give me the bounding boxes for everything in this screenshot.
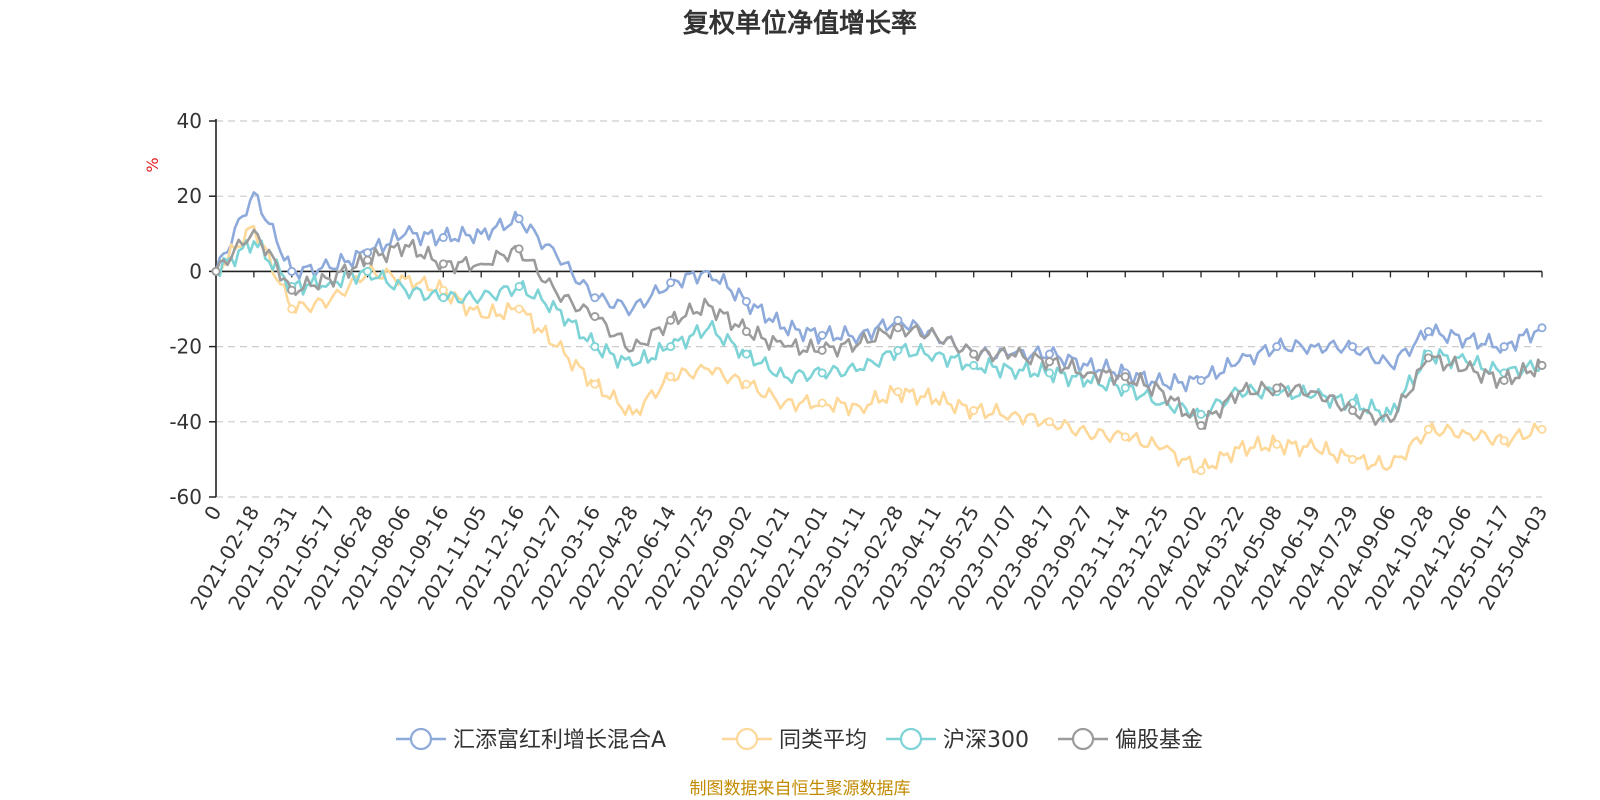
data-source-note: 制图数据来自恒生聚源数据库 xyxy=(690,779,911,799)
data-point xyxy=(893,345,903,355)
data-point xyxy=(514,304,524,314)
data-point xyxy=(287,266,297,276)
series-3 xyxy=(211,228,1547,431)
data-point xyxy=(1196,466,1206,476)
data-point xyxy=(438,233,448,243)
data-point xyxy=(438,293,448,303)
data-point xyxy=(1196,421,1206,431)
data-point xyxy=(1423,424,1433,434)
legend-label: 沪深300 xyxy=(943,728,1029,753)
data-point xyxy=(1044,357,1054,367)
data-point xyxy=(590,312,600,322)
data-point xyxy=(969,349,979,359)
data-point xyxy=(514,214,524,224)
data-point xyxy=(1348,406,1358,416)
data-point xyxy=(363,266,373,276)
data-point xyxy=(741,296,751,306)
data-point xyxy=(211,266,221,276)
data-point xyxy=(287,304,297,314)
legend-item[interactable]: 同类平均 xyxy=(722,727,867,753)
data-point xyxy=(1120,432,1130,442)
chart-title: 复权单位净值增长率 xyxy=(683,8,917,39)
data-point xyxy=(514,244,524,254)
series-line xyxy=(214,191,1543,393)
data-point xyxy=(1423,353,1433,363)
data-point xyxy=(1272,439,1282,449)
legend-swatch-marker xyxy=(735,727,759,751)
data-point xyxy=(666,315,676,325)
series-0 xyxy=(211,191,1547,393)
y-tick-label: -60 xyxy=(169,485,202,509)
data-point xyxy=(1272,342,1282,352)
data-point xyxy=(666,278,676,288)
data-point xyxy=(1348,342,1358,352)
legend-swatch-marker xyxy=(899,727,923,751)
legend-label: 偏股基金 xyxy=(1115,728,1203,753)
data-point xyxy=(969,360,979,370)
legend-item[interactable]: 汇添富红利增长混合A xyxy=(396,727,666,753)
data-point xyxy=(438,259,448,269)
data-point xyxy=(1044,349,1054,359)
series-lines xyxy=(211,191,1547,476)
data-point xyxy=(893,387,903,397)
data-point xyxy=(1348,454,1358,464)
data-point xyxy=(666,342,676,352)
data-point xyxy=(1499,375,1509,385)
y-tick-label: 0 xyxy=(189,259,202,283)
legend-item[interactable]: 偏股基金 xyxy=(1058,727,1203,753)
legend-item[interactable]: 沪深300 xyxy=(886,727,1029,753)
data-point xyxy=(1537,323,1547,333)
data-point xyxy=(1044,368,1054,378)
data-point xyxy=(1272,383,1282,393)
data-point xyxy=(1537,360,1547,370)
data-point xyxy=(741,349,751,359)
data-point xyxy=(969,406,979,416)
data-point xyxy=(590,379,600,389)
series-line xyxy=(215,225,1543,474)
data-point xyxy=(363,255,373,265)
data-point xyxy=(1499,436,1509,446)
y-axis-unit: % xyxy=(143,157,162,172)
data-point xyxy=(893,315,903,325)
data-point xyxy=(1423,327,1433,337)
data-point xyxy=(817,368,827,378)
data-point xyxy=(817,345,827,355)
x-tick-label: 0 xyxy=(199,502,226,525)
series-line xyxy=(214,228,1544,430)
data-point xyxy=(666,372,676,382)
y-tick-label: -40 xyxy=(169,410,202,434)
data-point xyxy=(1537,424,1547,434)
data-point xyxy=(287,285,297,295)
y-tick-label: -20 xyxy=(169,335,202,359)
data-point xyxy=(817,330,827,340)
data-point xyxy=(1499,342,1509,352)
grid-lines xyxy=(216,120,1542,498)
data-point xyxy=(1196,409,1206,419)
y-tick-label: 20 xyxy=(177,184,202,208)
series-line xyxy=(215,239,1544,423)
data-point xyxy=(741,379,751,389)
data-point xyxy=(438,285,448,295)
data-point xyxy=(1120,372,1130,382)
data-point xyxy=(1196,375,1206,385)
series-1 xyxy=(211,225,1547,476)
data-point xyxy=(590,293,600,303)
data-point xyxy=(514,281,524,291)
data-point xyxy=(817,398,827,408)
data-point xyxy=(363,248,373,258)
legend: 汇添富红利增长混合A 同类平均 沪深300 偏股基金 xyxy=(396,727,1203,753)
legend-label: 汇添富红利增长混合A xyxy=(453,728,666,753)
legend-swatch-marker xyxy=(1071,727,1095,751)
legend-label: 同类平均 xyxy=(779,728,867,753)
data-point xyxy=(590,342,600,352)
data-point xyxy=(893,323,903,333)
data-point xyxy=(1044,417,1054,427)
axes: -60-40-200204002021-02-182021-03-312021-… xyxy=(169,109,1552,614)
y-tick-label: 40 xyxy=(177,109,202,133)
data-point xyxy=(1120,383,1130,393)
legend-swatch-marker xyxy=(409,727,433,751)
data-point xyxy=(741,327,751,337)
